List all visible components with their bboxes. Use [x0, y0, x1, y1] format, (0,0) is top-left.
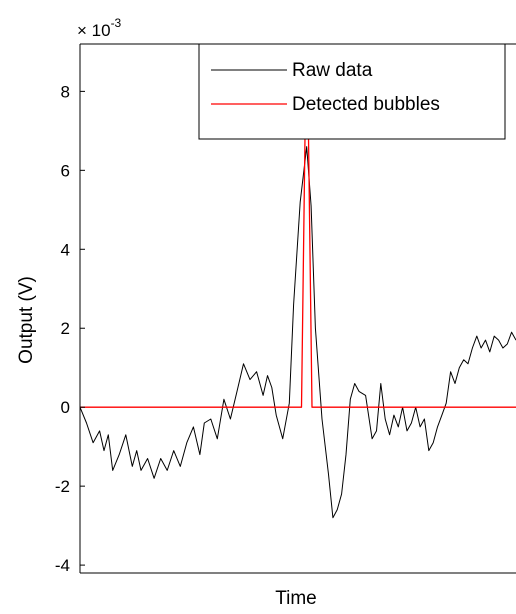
y-tick-label: 2	[61, 319, 70, 338]
y-tick-label: -4	[55, 556, 70, 575]
legend-entry-label: Detected bubbles	[292, 94, 440, 115]
y-axis-exponent-label: × 10-3	[77, 16, 122, 40]
y-tick-label: 4	[61, 240, 70, 259]
plot-area	[79, 136, 516, 519]
y-axis-label: Output (V)	[16, 276, 37, 364]
axes: -4 -2 0 2 4 6 8	[55, 43, 516, 575]
legend-box	[198, 43, 506, 140]
y-tick-label: 6	[61, 161, 70, 180]
legend: Raw data Detected bubbles	[198, 43, 506, 140]
y-tick-label: 0	[61, 398, 70, 417]
series-line-detected-bubbles	[80, 136, 516, 408]
legend-entry-label: Raw data	[292, 60, 373, 81]
y-tick-label: 8	[61, 82, 70, 101]
x-axis-label: Time	[275, 588, 317, 609]
series-line-raw-data	[79, 146, 516, 519]
y-tick-label: -2	[55, 477, 70, 496]
